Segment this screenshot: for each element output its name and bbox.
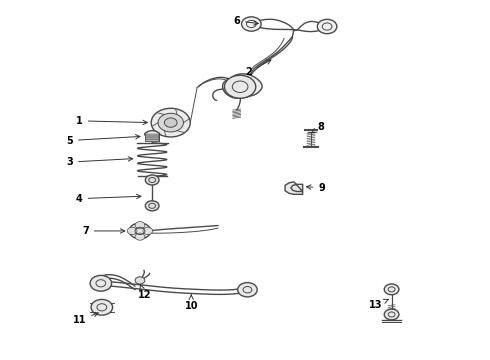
Polygon shape	[145, 131, 159, 135]
FancyBboxPatch shape	[146, 136, 159, 138]
Circle shape	[164, 118, 177, 127]
Circle shape	[151, 108, 190, 137]
Polygon shape	[222, 74, 262, 98]
Text: 9: 9	[307, 183, 325, 193]
Text: 11: 11	[73, 312, 98, 325]
Circle shape	[384, 309, 399, 320]
FancyBboxPatch shape	[146, 134, 159, 136]
Text: 1: 1	[76, 116, 147, 126]
Circle shape	[238, 283, 257, 297]
Circle shape	[129, 223, 151, 239]
Circle shape	[135, 277, 145, 284]
Text: 8: 8	[312, 122, 324, 133]
FancyBboxPatch shape	[146, 138, 159, 140]
Circle shape	[242, 17, 261, 31]
Circle shape	[318, 19, 337, 34]
Circle shape	[158, 113, 183, 132]
Text: 4: 4	[76, 194, 141, 204]
Text: 10: 10	[185, 295, 198, 311]
Polygon shape	[285, 182, 303, 194]
Text: 2: 2	[245, 60, 271, 77]
Text: 12: 12	[138, 285, 151, 301]
Circle shape	[91, 300, 113, 315]
Text: 7: 7	[82, 226, 125, 236]
Text: 6: 6	[233, 16, 258, 26]
Text: 5: 5	[66, 135, 140, 145]
FancyBboxPatch shape	[146, 140, 159, 141]
Circle shape	[127, 227, 137, 234]
Circle shape	[135, 222, 145, 229]
Circle shape	[90, 275, 112, 291]
Circle shape	[384, 284, 399, 295]
Circle shape	[224, 75, 256, 98]
Text: 3: 3	[66, 157, 133, 167]
Circle shape	[143, 227, 153, 234]
Circle shape	[146, 201, 159, 211]
Circle shape	[135, 233, 145, 240]
Circle shape	[146, 175, 159, 185]
Text: 13: 13	[369, 299, 389, 310]
